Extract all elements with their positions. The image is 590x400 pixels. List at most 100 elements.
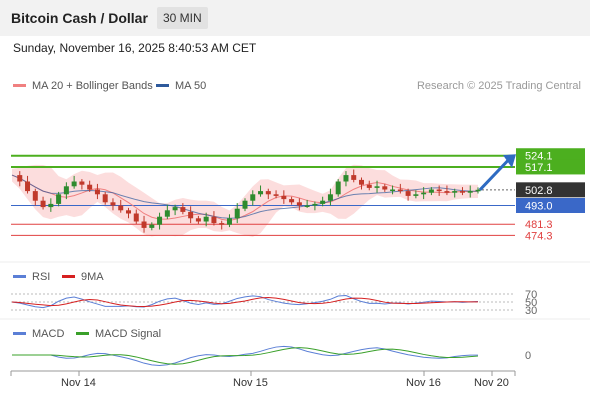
candle-body xyxy=(320,200,326,204)
candle-body xyxy=(102,194,108,203)
forecast-arrowhead-icon xyxy=(503,154,516,168)
legend-ma50-label: MA 50 xyxy=(175,80,207,92)
candle-body xyxy=(226,218,232,225)
candle-body xyxy=(94,189,100,195)
candle-body xyxy=(428,189,434,193)
candle-body xyxy=(63,186,69,195)
candle-body xyxy=(149,224,155,228)
x-tick-label: Nov 14 xyxy=(61,377,96,389)
candles xyxy=(17,169,481,233)
candle-body xyxy=(281,195,287,200)
candle-body xyxy=(390,189,396,191)
legend-ma20-label: MA 20 + Bollinger Bands xyxy=(32,80,153,92)
candle-body xyxy=(296,202,302,206)
candle-body xyxy=(366,184,372,188)
candle-body xyxy=(374,186,380,188)
ma50-swatch-icon xyxy=(156,83,169,87)
candle-body xyxy=(48,203,54,208)
legend-macd-label: MACD xyxy=(32,328,65,340)
macd-panel: 0 xyxy=(12,345,531,367)
candle-body xyxy=(436,189,442,192)
candle-body xyxy=(164,210,170,217)
rsi-level-label: 50 xyxy=(525,297,537,309)
candle-body xyxy=(444,191,450,193)
price-label-text: 502.8 xyxy=(525,185,553,197)
price-label-box xyxy=(516,198,585,213)
candle-body xyxy=(203,216,209,222)
candle-body xyxy=(141,221,147,228)
rsi-signal-swatch-icon xyxy=(62,274,75,278)
candle-body xyxy=(87,184,93,190)
candle-body xyxy=(180,207,186,212)
candle-body xyxy=(211,216,217,224)
candle-body xyxy=(242,200,248,209)
candle-body xyxy=(172,207,178,211)
candle-body xyxy=(327,194,333,201)
candle-body xyxy=(126,210,131,214)
timeframe-button[interactable]: 30 MIN xyxy=(157,7,208,29)
candle-body xyxy=(234,208,240,219)
macd-swatch-icon xyxy=(13,331,26,335)
candle-body xyxy=(25,181,31,192)
candle-body xyxy=(335,181,341,195)
candle-body xyxy=(452,191,458,193)
candle-body xyxy=(188,211,194,219)
instrument-title: Bitcoin Cash / Dollar xyxy=(11,10,148,26)
candle-body xyxy=(351,175,357,180)
x-tick-label: Nov 15 xyxy=(233,377,268,389)
forecast-arrow-icon xyxy=(478,157,512,191)
price-label-text: 517.1 xyxy=(525,162,553,174)
candle-body xyxy=(40,200,46,208)
candle-body xyxy=(71,181,77,187)
candle-body xyxy=(273,194,279,196)
macd-signal-swatch-icon xyxy=(76,331,89,335)
x-tick-label: Nov 20 xyxy=(474,377,509,389)
legend-rsi-signal: 9MA xyxy=(62,271,104,283)
legend-macd: MACD xyxy=(13,328,64,340)
candle-body xyxy=(413,194,419,196)
rsi-level-label: 70 xyxy=(525,289,537,301)
macd-line xyxy=(12,345,479,367)
candle-body xyxy=(382,186,388,190)
time-axis xyxy=(0,261,590,376)
candle-body xyxy=(459,191,465,193)
legend-rsi-signal-label: 9MA xyxy=(81,271,104,283)
candle-body xyxy=(289,199,295,203)
legend-macd-signal-label: MACD Signal xyxy=(95,328,162,340)
legend-ma20: MA 20 + Bollinger Bands xyxy=(13,80,153,92)
candle-body xyxy=(312,203,318,206)
candle-body xyxy=(265,191,271,195)
legend-macd-signal: MACD Signal xyxy=(76,328,161,340)
datetime-label: Sunday, November 16, 2025 8:40:53 AM CET xyxy=(13,41,257,55)
price-label-text: 474.3 xyxy=(525,230,553,242)
chart-header: Bitcoin Cash / Dollar 30 MIN xyxy=(0,0,590,36)
candle-body xyxy=(467,191,473,193)
candle-body xyxy=(421,192,427,195)
candle-body xyxy=(133,213,139,222)
price-label-text: 481.3 xyxy=(525,219,553,231)
legend-ma50: MA 50 xyxy=(156,80,206,92)
rsi-swatch-icon xyxy=(13,274,26,278)
candle-body xyxy=(405,191,411,196)
candle-body xyxy=(110,202,116,206)
candle-body xyxy=(17,175,23,182)
ma20-swatch-icon xyxy=(13,83,26,87)
price-level-lines xyxy=(11,154,515,236)
rsi-signal-line xyxy=(11,297,479,307)
price-label-text: 493.0 xyxy=(525,201,553,213)
research-credit: Research © 2025 Trading Central xyxy=(416,80,581,92)
candle-body xyxy=(56,194,62,204)
x-tick-label: Nov 16 xyxy=(406,377,441,389)
candle-body xyxy=(157,216,163,225)
price-label-box xyxy=(516,159,585,175)
price-label-box xyxy=(516,182,585,198)
candle-body xyxy=(195,218,201,222)
legend-rsi: RSI xyxy=(13,271,50,283)
candle-body xyxy=(219,223,225,225)
candle-body xyxy=(258,191,264,195)
candle-body xyxy=(250,194,256,201)
candle-body xyxy=(359,179,364,185)
